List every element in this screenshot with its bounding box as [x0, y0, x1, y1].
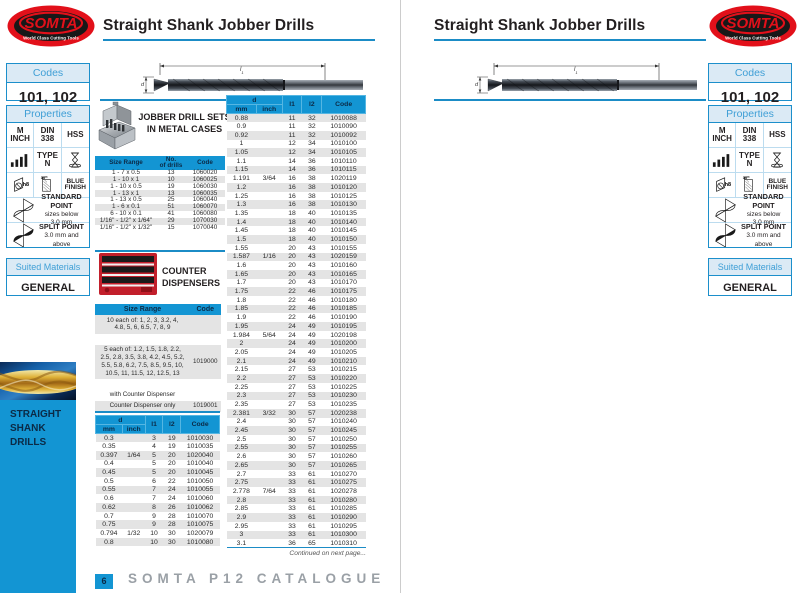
svg-text:SOMTA: SOMTA: [726, 15, 779, 32]
svg-text:d: d: [141, 82, 145, 88]
svg-text:h8: h8: [23, 182, 29, 188]
svg-text:h8: h8: [725, 182, 731, 188]
svg-text:l1: l1: [240, 67, 244, 75]
svg-text:d: d: [475, 82, 479, 88]
svg-text:World Class Cutting Tools: World Class Cutting Tools: [725, 36, 781, 41]
svg-text:l1: l1: [574, 67, 578, 75]
svg-text:SOMTA: SOMTA: [24, 15, 77, 32]
svg-text:World Class Cutting Tools: World Class Cutting Tools: [23, 36, 79, 41]
